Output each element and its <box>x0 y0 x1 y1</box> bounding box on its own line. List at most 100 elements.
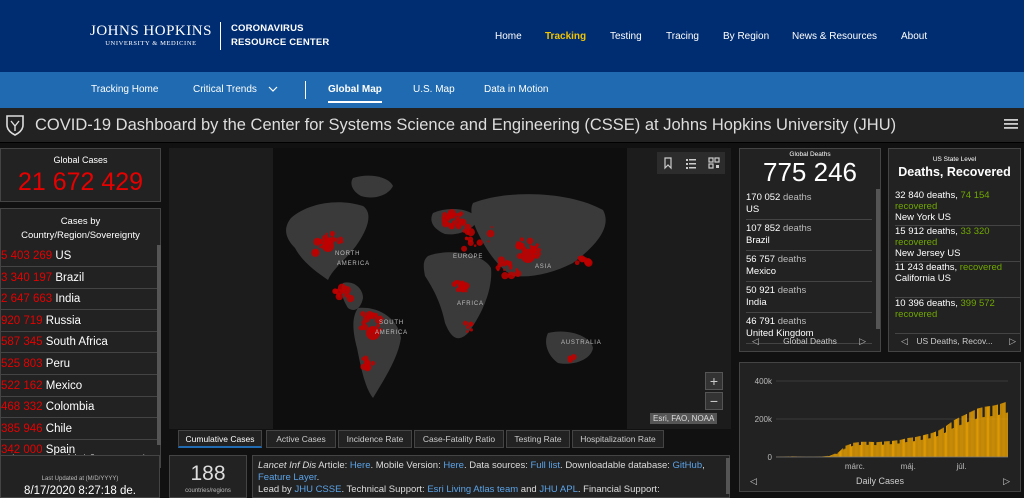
daily-cases-bar[interactable] <box>901 439 903 457</box>
bookmark-icon[interactable] <box>661 156 675 170</box>
daily-cases-bar[interactable] <box>890 444 892 457</box>
daily-cases-bar[interactable] <box>829 455 830 457</box>
daily-cases-bar[interactable] <box>1001 403 1003 457</box>
daily-cases-bar[interactable] <box>943 433 945 457</box>
case-marker[interactable] <box>337 283 347 292</box>
daily-cases-bar[interactable] <box>842 448 844 457</box>
case-marker[interactable] <box>441 218 446 223</box>
menu-item-by-region[interactable]: By Region <box>723 31 770 42</box>
daily-cases-bar[interactable] <box>988 406 989 457</box>
daily-cases-bar[interactable] <box>938 430 940 457</box>
world-map[interactable]: NORTH AMERICA EUROPE ASIA AFRICA SOUTH A… <box>273 148 627 429</box>
case-marker-large[interactable] <box>322 240 334 252</box>
daily-cases-bar[interactable] <box>936 436 938 457</box>
daily-cases-bar[interactable] <box>960 424 962 457</box>
daily-cases-bar[interactable] <box>932 432 934 457</box>
case-marker[interactable] <box>464 223 472 231</box>
daily-cases-bar[interactable] <box>848 444 850 457</box>
daily-cases-bar[interactable] <box>925 434 927 457</box>
daily-cases-bar[interactable] <box>961 416 963 457</box>
daily-cases-bar[interactable] <box>877 442 879 457</box>
daily-cases-bar[interactable] <box>869 441 871 457</box>
daily-cases-bar[interactable] <box>910 437 912 457</box>
case-marker-large[interactable] <box>521 249 535 263</box>
case-marker[interactable] <box>458 280 466 288</box>
daily-cases-bar[interactable] <box>900 439 902 457</box>
case-marker[interactable] <box>363 359 371 367</box>
daily-cases-bar[interactable] <box>833 454 835 457</box>
daily-cases-bar[interactable] <box>888 441 890 457</box>
daily-cases-bar[interactable] <box>921 439 923 457</box>
daily-cases-bar[interactable] <box>915 437 917 457</box>
case-marker[interactable] <box>453 280 458 285</box>
case-marker[interactable] <box>316 238 323 244</box>
daily-cases-bar[interactable] <box>919 435 921 457</box>
daily-cases-bar[interactable] <box>871 441 872 457</box>
daily-cases-bar[interactable] <box>994 405 996 457</box>
daily-cases-bar[interactable] <box>939 429 941 457</box>
case-marker[interactable] <box>325 232 328 235</box>
daily-cases-bar[interactable] <box>959 425 961 457</box>
deaths-pager-prev-icon[interactable]: ◁ <box>752 336 759 346</box>
daily-cases-bar[interactable] <box>978 408 980 457</box>
daily-cases-bar[interactable] <box>907 438 909 457</box>
daily-cases-bar[interactable] <box>946 425 948 457</box>
daily-cases-bar[interactable] <box>958 417 960 457</box>
case-marker[interactable] <box>529 244 532 248</box>
daily-cases-bar[interactable] <box>889 444 891 457</box>
case-marker[interactable] <box>464 229 470 235</box>
daily-cases-bar[interactable] <box>992 405 994 457</box>
daily-cases-bar[interactable] <box>873 442 875 457</box>
case-marker[interactable] <box>332 288 338 295</box>
daily-cases-bar[interactable] <box>859 444 861 457</box>
daily-cases-bar[interactable] <box>838 451 840 457</box>
daily-cases-bar[interactable] <box>945 432 946 457</box>
daily-cases-bar[interactable] <box>949 423 951 457</box>
daily-cases-bar[interactable] <box>930 433 932 457</box>
daily-cases-bar[interactable] <box>835 453 837 457</box>
credits-apl-link[interactable]: JHU APL <box>539 484 578 495</box>
case-marker[interactable] <box>467 236 474 243</box>
daily-cases-bar[interactable] <box>940 429 942 457</box>
menu-item-tracking[interactable]: Tracking <box>545 31 587 42</box>
daily-cases-bar[interactable] <box>824 456 826 457</box>
country-case-row[interactable]: 385 946 Chile <box>1 419 157 440</box>
daily-cases-bar[interactable] <box>967 422 969 457</box>
daily-cases-bar[interactable] <box>868 441 870 457</box>
credits-mobile-link[interactable]: Here <box>443 460 464 471</box>
daily-cases-bar[interactable] <box>853 442 855 457</box>
daily-cases-bar[interactable] <box>914 441 915 457</box>
subnav-us-map[interactable]: U.S. Map <box>413 84 455 95</box>
daily-cases-bar[interactable] <box>991 416 993 457</box>
country-death-row[interactable]: 56 757 deaths Mexico <box>746 251 872 282</box>
case-marker[interactable] <box>519 237 524 242</box>
daily-cases-bar[interactable] <box>899 439 901 457</box>
daily-cases-bar[interactable] <box>909 437 911 457</box>
daily-cases-bar[interactable] <box>912 441 914 457</box>
daily-cases-bar[interactable] <box>1002 402 1004 457</box>
menu-item-about[interactable]: About <box>901 31 928 42</box>
case-marker[interactable] <box>486 229 495 238</box>
daily-cases-bar[interactable] <box>985 406 987 457</box>
daily-cases-bar[interactable] <box>974 419 976 457</box>
case-marker[interactable] <box>319 245 323 249</box>
case-marker[interactable] <box>448 223 455 230</box>
daily-cases-bar[interactable] <box>1000 403 1002 457</box>
daily-cases-bar[interactable] <box>827 456 829 457</box>
tab-active-cases[interactable]: Active Cases <box>266 430 336 448</box>
us-state-row[interactable]: 15 912 deaths, 33 320 recovered New Jerse… <box>895 223 1021 262</box>
daily-cases-bar[interactable] <box>952 428 954 457</box>
daily-cases-bar[interactable] <box>844 448 846 457</box>
subnav-critical-trends[interactable]: Critical Trends <box>193 84 278 95</box>
daily-cases-bar[interactable] <box>984 406 986 457</box>
daily-cases-bar[interactable] <box>836 453 838 457</box>
daily-cases-bar[interactable] <box>825 456 827 457</box>
map-panel[interactable]: NORTH AMERICA EUROPE ASIA AFRICA SOUTH A… <box>169 148 731 429</box>
us-state-row[interactable]: 10 396 deaths, 399 572 recovered <box>895 295 1021 334</box>
us-pager-prev-icon[interactable]: ◁ <box>901 336 908 346</box>
daily-cases-bar[interactable] <box>920 439 922 457</box>
daily-cases-bar[interactable] <box>927 434 929 457</box>
case-marker[interactable] <box>514 270 522 277</box>
zoom-in-button[interactable]: + <box>705 372 723 390</box>
case-marker[interactable] <box>469 328 474 332</box>
